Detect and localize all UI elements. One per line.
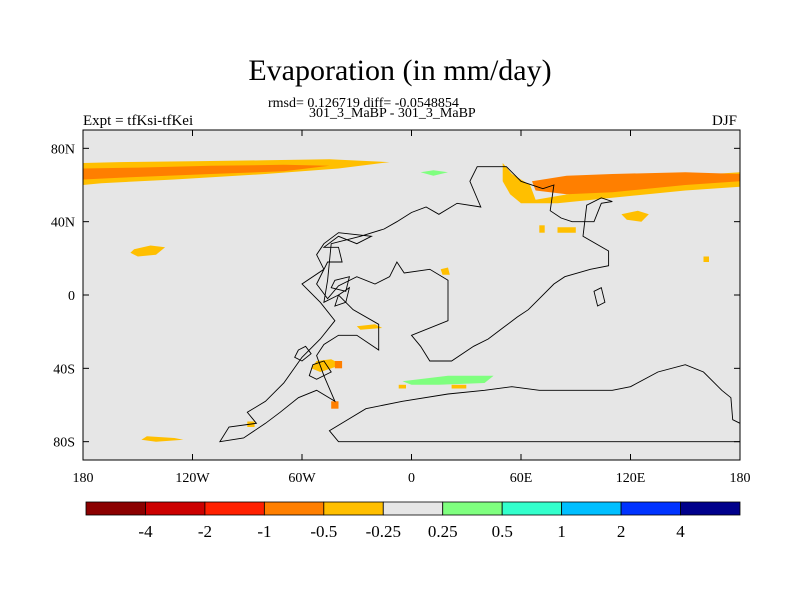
x-tick-label: 60W <box>288 471 316 486</box>
colorbar-label: -0.5 <box>310 522 337 541</box>
colorbar-swatch <box>382 501 444 516</box>
y-tick-label: 40N <box>51 216 75 231</box>
anomaly-region <box>451 384 467 389</box>
anomaly-region <box>703 256 709 262</box>
colorbar: -4 -2 -1 -0.5 -0.25 0.25 0.5 1 2 4 <box>85 501 741 541</box>
coastline-layer <box>219 166 740 443</box>
colorbar-swatch <box>501 501 563 516</box>
x-tick-label: 60E <box>510 471 533 486</box>
colorbar-swatch <box>561 501 622 516</box>
coastline-island-arc <box>308 360 332 380</box>
figure-title: Evaporation (in mm/day) <box>248 54 552 87</box>
colorbar-swatch <box>442 501 503 516</box>
x-tick-label: 120W <box>175 471 210 486</box>
colorbar-swatch <box>204 501 265 516</box>
colorbar-label: -0.25 <box>366 522 401 541</box>
anomaly-region <box>420 170 448 176</box>
anomaly-region <box>440 267 450 275</box>
anomaly-region <box>539 225 545 233</box>
anomaly-region <box>83 164 330 180</box>
anomaly-region <box>398 384 406 389</box>
x-tick-label: 180 <box>730 471 751 486</box>
anomaly-region <box>130 245 166 257</box>
y-tick-label: 80S <box>53 436 75 451</box>
y-tick-label: 80N <box>51 142 75 157</box>
x-tick-label: 120E <box>616 471 646 486</box>
colorbar-swatch <box>263 501 325 516</box>
colorbar-label: -2 <box>198 522 212 541</box>
colorbar-swatch <box>620 501 681 516</box>
colorbar-label: -1 <box>257 522 271 541</box>
colorbar-swatch <box>145 501 206 516</box>
anomaly-region <box>334 361 343 369</box>
x-tick-label: 180 <box>73 471 94 486</box>
colorbar-label: 2 <box>617 522 626 541</box>
y-tick-label: 40S <box>53 362 75 377</box>
colorbar-swatch <box>680 501 741 516</box>
coastline-western-continent <box>219 166 613 443</box>
x-tick-label: 0 <box>408 471 415 486</box>
colorbar-label: 0.25 <box>428 522 458 541</box>
colorbar-swatch <box>85 501 146 516</box>
colorbar-label: 1 <box>557 522 566 541</box>
anomaly-region <box>141 436 184 442</box>
anomaly-region <box>402 375 494 385</box>
anomaly-region <box>331 401 339 409</box>
stats-text: rmsd= 0.126719 diff= -0.0548854 <box>268 96 459 111</box>
colorbar-label: -4 <box>138 522 153 541</box>
season-label: DJF <box>712 113 738 129</box>
y-tick-label: 0 <box>68 289 75 304</box>
anomaly-region <box>557 227 576 233</box>
coastline-island-ne <box>593 287 606 307</box>
coastline-island-west <box>294 345 312 362</box>
coastline-eastern-continent <box>328 364 740 443</box>
anomaly-region <box>621 210 649 222</box>
colorbar-label: 4 <box>676 522 685 541</box>
axis-ticks: 180 120W 60W 0 60E 120E 180 80N 40N 0 40S 80S <box>51 130 751 486</box>
case-label: 301_3_MaBP - 301_3_MaBP <box>309 106 476 121</box>
experiment-label: Expt = tfKsi-tfKei <box>83 113 194 129</box>
anomaly-layer <box>83 159 740 442</box>
anomaly-region <box>532 172 740 195</box>
coastline-island-north <box>330 276 351 292</box>
colorbar-label: 0.5 <box>492 522 513 541</box>
colorbar-swatch <box>323 501 384 516</box>
anomaly-region <box>356 324 383 330</box>
